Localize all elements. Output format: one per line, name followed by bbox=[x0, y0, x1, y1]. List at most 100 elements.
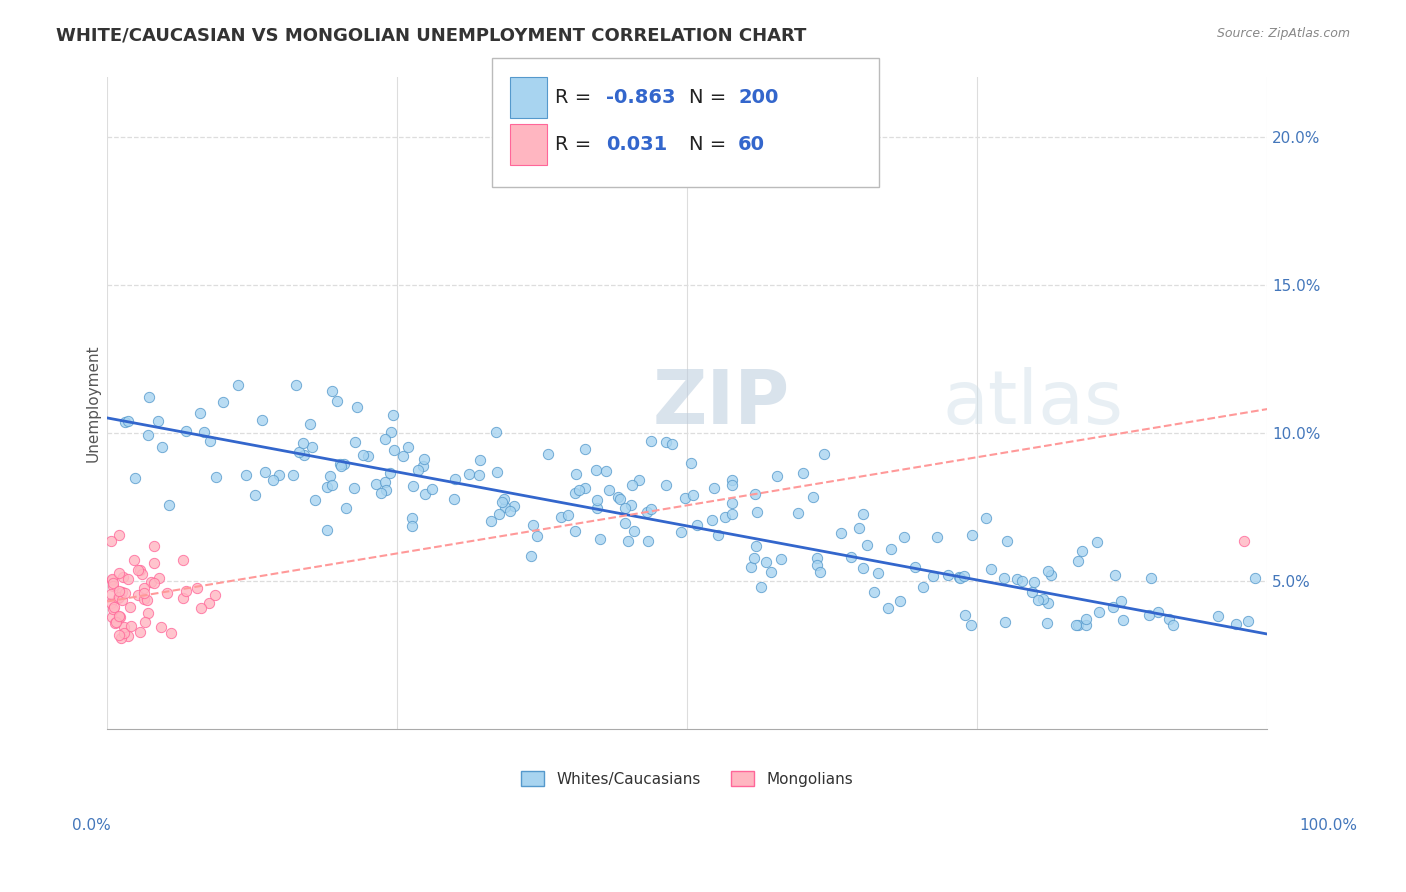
Point bbox=[413, 451, 436, 466]
Point bbox=[537, 447, 560, 461]
Point bbox=[174, 583, 197, 598]
Point bbox=[585, 463, 607, 477]
Text: ZIP: ZIP bbox=[652, 367, 790, 440]
Point bbox=[813, 447, 835, 461]
Point bbox=[346, 400, 368, 414]
Point bbox=[357, 449, 380, 463]
Point bbox=[148, 414, 170, 428]
Point bbox=[1233, 533, 1256, 548]
Point bbox=[766, 469, 789, 483]
Point bbox=[721, 507, 744, 521]
Point bbox=[420, 483, 443, 497]
Point bbox=[595, 464, 617, 478]
Point bbox=[1236, 614, 1258, 628]
Point bbox=[212, 395, 235, 409]
Point bbox=[1137, 608, 1160, 623]
Point bbox=[721, 478, 744, 492]
Point bbox=[889, 594, 911, 608]
Point bbox=[325, 394, 347, 409]
Point bbox=[112, 569, 135, 583]
Point bbox=[335, 500, 357, 515]
Point bbox=[150, 619, 173, 633]
Point bbox=[1147, 605, 1170, 619]
Point bbox=[343, 435, 366, 450]
Point bbox=[136, 607, 159, 621]
Point bbox=[444, 472, 467, 486]
Text: R =: R = bbox=[555, 87, 598, 107]
Text: 0.031: 0.031 bbox=[606, 135, 668, 154]
Text: 200: 200 bbox=[738, 87, 779, 107]
Point bbox=[1159, 612, 1181, 626]
Point bbox=[443, 491, 465, 506]
Point bbox=[381, 409, 404, 423]
Point bbox=[589, 532, 612, 546]
Point bbox=[413, 487, 436, 501]
Point bbox=[1028, 593, 1050, 607]
Point bbox=[866, 566, 889, 580]
Point bbox=[1161, 618, 1184, 632]
Point bbox=[124, 471, 146, 485]
Point bbox=[893, 530, 915, 544]
Point bbox=[1022, 574, 1045, 589]
Point bbox=[127, 563, 149, 577]
Point bbox=[142, 575, 165, 590]
Point bbox=[848, 521, 870, 535]
Point bbox=[526, 529, 548, 543]
Point bbox=[927, 530, 949, 544]
Point bbox=[1021, 585, 1043, 599]
Point bbox=[640, 502, 662, 516]
Point bbox=[135, 593, 157, 607]
Text: N =: N = bbox=[689, 135, 738, 154]
Point bbox=[948, 571, 970, 585]
Point bbox=[962, 528, 984, 542]
Point bbox=[742, 550, 765, 565]
Point bbox=[269, 468, 291, 483]
Point bbox=[374, 483, 396, 498]
Point bbox=[104, 615, 127, 630]
Point bbox=[226, 377, 249, 392]
Point bbox=[108, 584, 131, 599]
Point bbox=[174, 424, 197, 438]
Point bbox=[374, 475, 396, 489]
Text: atlas: atlas bbox=[942, 367, 1123, 440]
Point bbox=[134, 615, 156, 630]
Point bbox=[620, 478, 643, 492]
Point bbox=[520, 549, 543, 563]
Point bbox=[333, 457, 356, 471]
Point bbox=[686, 518, 709, 533]
Point bbox=[1102, 600, 1125, 615]
Point bbox=[491, 495, 513, 509]
Point bbox=[108, 628, 131, 642]
Point bbox=[380, 425, 402, 440]
Point bbox=[292, 448, 315, 462]
Point bbox=[661, 437, 683, 451]
Point bbox=[101, 575, 124, 590]
Point bbox=[108, 610, 131, 624]
Point bbox=[494, 500, 516, 514]
Point bbox=[479, 514, 502, 528]
Point bbox=[994, 615, 1017, 629]
Point bbox=[503, 499, 526, 513]
Point bbox=[122, 552, 145, 566]
Text: 0.0%: 0.0% bbox=[72, 818, 111, 832]
Point bbox=[586, 493, 609, 508]
Point bbox=[374, 432, 396, 446]
Point bbox=[749, 580, 772, 594]
Point bbox=[744, 539, 766, 553]
Text: WHITE/CAUCASIAN VS MONGOLIAN UNEMPLOYMENT CORRELATION CHART: WHITE/CAUCASIAN VS MONGOLIAN UNEMPLOYMEN… bbox=[56, 27, 807, 45]
Point bbox=[862, 585, 884, 599]
Point bbox=[721, 473, 744, 487]
Point bbox=[1244, 571, 1267, 585]
Point bbox=[321, 384, 343, 398]
Point bbox=[1225, 617, 1247, 632]
Point bbox=[319, 468, 342, 483]
Point bbox=[1038, 564, 1060, 578]
Point bbox=[494, 491, 516, 506]
Point bbox=[936, 568, 959, 582]
Point bbox=[744, 487, 766, 501]
Point bbox=[150, 440, 173, 454]
Point bbox=[682, 488, 704, 502]
Point bbox=[755, 555, 778, 569]
Point bbox=[1067, 618, 1090, 632]
Point bbox=[960, 618, 983, 632]
